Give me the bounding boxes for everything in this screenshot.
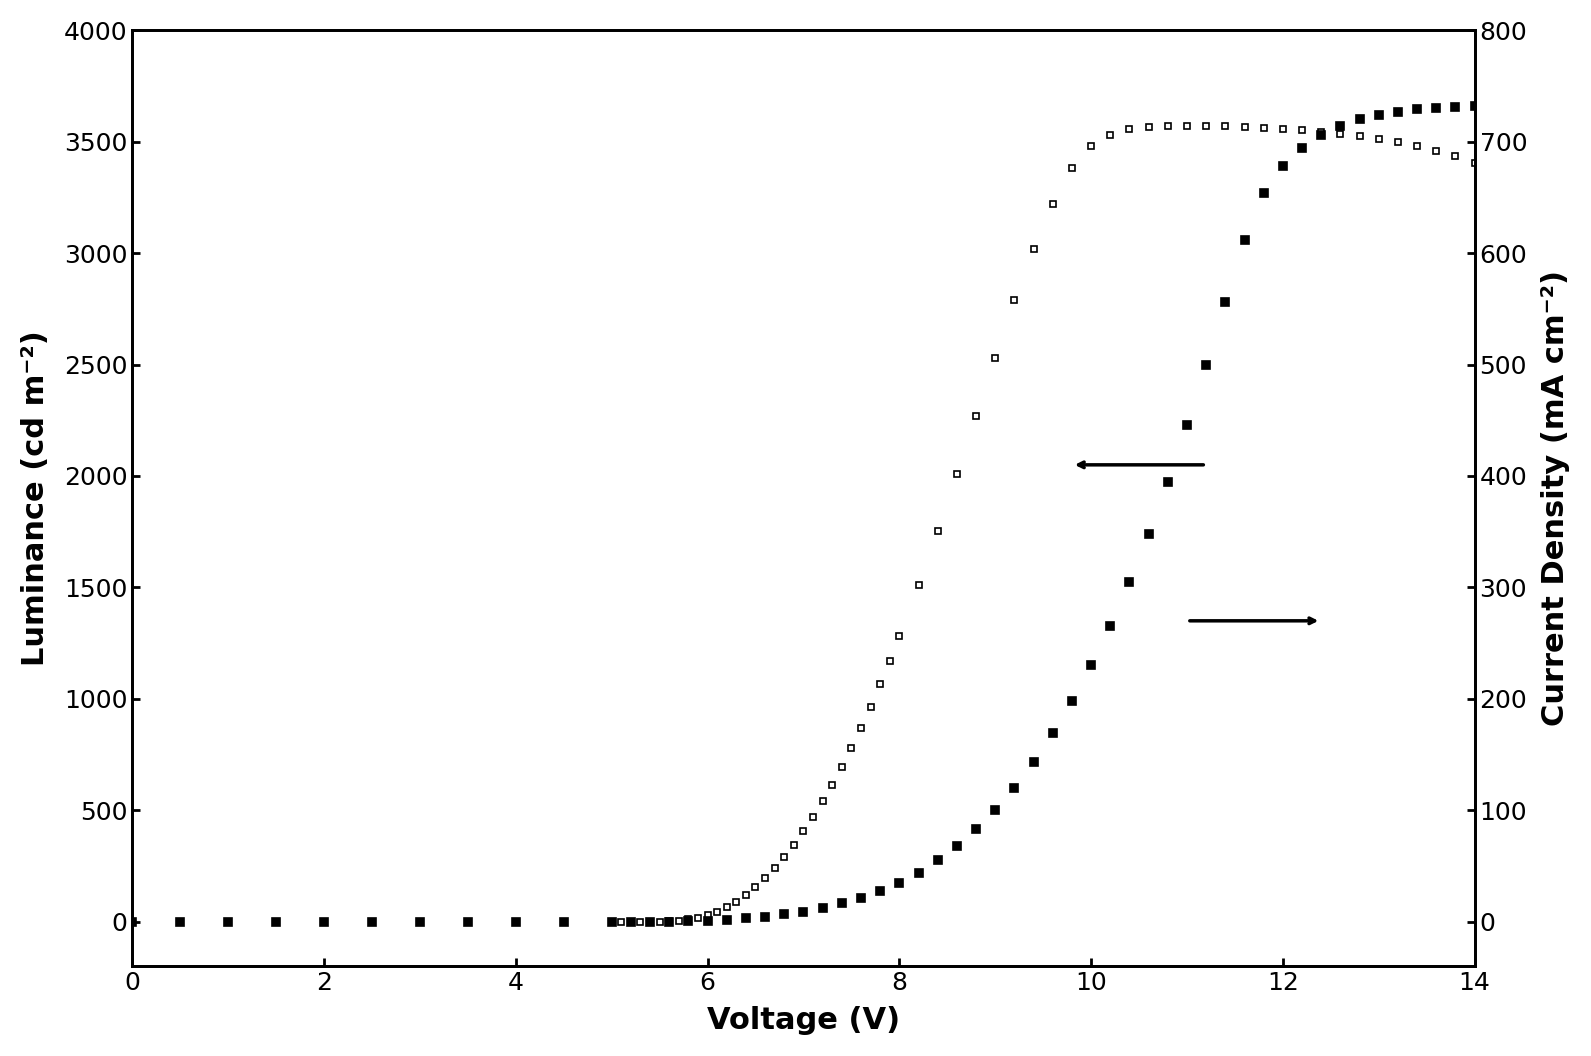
Y-axis label: Current Density (mA cm⁻²): Current Density (mA cm⁻²) — [1542, 270, 1570, 727]
Y-axis label: Luminance (cd m⁻²): Luminance (cd m⁻²) — [21, 331, 49, 666]
X-axis label: Voltage (V): Voltage (V) — [706, 1006, 901, 1035]
